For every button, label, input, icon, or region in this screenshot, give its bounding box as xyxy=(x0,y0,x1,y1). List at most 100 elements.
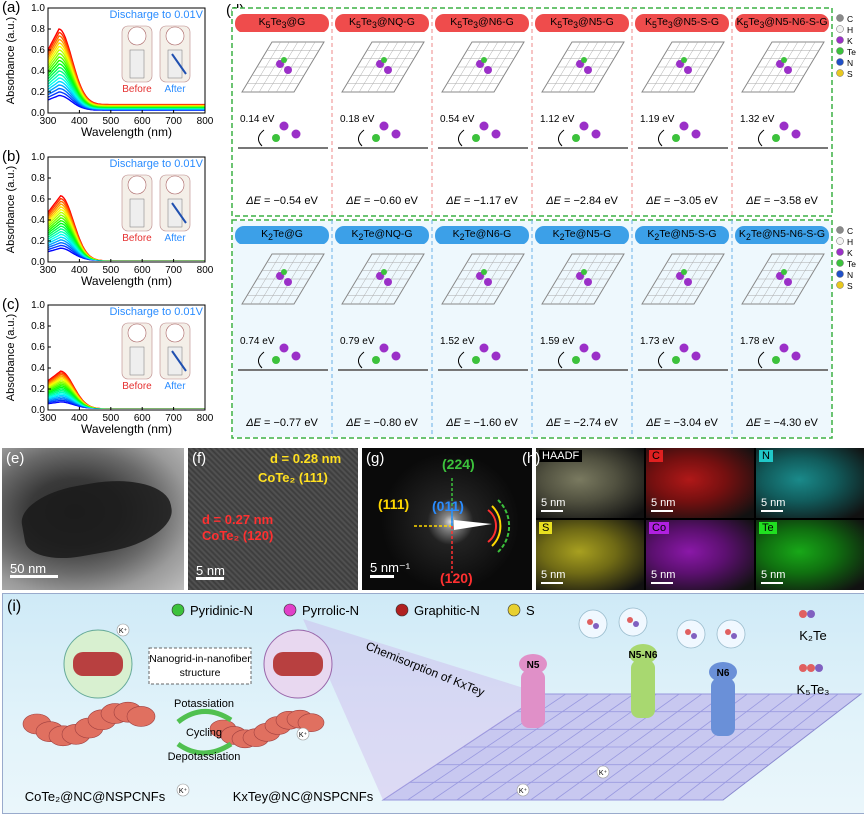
arrow-curve xyxy=(758,129,765,147)
legend-text: C xyxy=(847,14,853,24)
legend-dot xyxy=(283,603,297,617)
cluster-atom xyxy=(587,619,593,625)
legend-swatch xyxy=(836,58,844,66)
panel-label-h: (h) xyxy=(522,450,541,467)
legend-label: S xyxy=(526,603,535,618)
k-atom xyxy=(379,343,389,353)
x-tick-label: 700 xyxy=(165,413,182,424)
legend-swatch xyxy=(836,226,844,234)
discharge-label: Discharge to 0.01V xyxy=(109,158,203,170)
barrier-label: 0.74 eV xyxy=(240,336,275,347)
te-atom xyxy=(672,134,680,142)
te-atom xyxy=(281,57,287,63)
electrode-wire xyxy=(171,53,187,75)
structure-name-pill: K5Te3@N5-S-G xyxy=(635,14,729,32)
y-tick-label: 0.6 xyxy=(31,194,45,205)
character-label: N5-N6 xyxy=(629,650,658,661)
y-axis-label: Absorbance (a.u.) xyxy=(5,166,17,253)
y-tick-label: 0.6 xyxy=(31,342,45,353)
saed-120: (120) xyxy=(440,570,473,586)
scalebar-h xyxy=(651,510,673,512)
dft-cell: K5Te3@G 0.14 eV ΔE = −0.54 eV xyxy=(235,14,329,207)
k-atom xyxy=(579,343,589,353)
k-atom xyxy=(591,129,601,139)
after-label: After xyxy=(164,84,186,95)
legend-label: Pyridinic-N xyxy=(190,603,253,618)
te-atom xyxy=(581,269,587,275)
y-tick-label: 0.8 xyxy=(31,24,45,35)
k-atom xyxy=(591,351,601,361)
y-tick-label: 0.4 xyxy=(31,363,45,374)
arrow-curve xyxy=(358,129,365,147)
legend-swatch xyxy=(836,69,844,77)
k-atom xyxy=(791,129,801,139)
structure-name: K5Te3@N5-N6-S-G xyxy=(735,14,829,32)
te-atom xyxy=(681,269,687,275)
legend-swatch xyxy=(836,47,844,55)
character-hat xyxy=(629,644,657,664)
k-ion-label: K⁺ xyxy=(119,628,128,635)
cluster-bubble xyxy=(578,609,608,639)
dft-cell: K5Te3@N6-G 0.54 eV ΔE = −1.17 eV xyxy=(431,8,529,216)
x-tick-label: 500 xyxy=(102,413,119,424)
discharge-label: Discharge to 0.01V xyxy=(109,306,203,318)
barrier-label: 0.14 eV xyxy=(240,114,275,125)
potassiation-label: Potassiation xyxy=(174,698,234,710)
y-axis-label: Absorbance (a.u.) xyxy=(5,17,17,104)
eds-maps-h: HAADF 5 nm C 5 nm N 5 nm S 5 nm Co 5 nm Te 5 nm (h) xyxy=(522,448,864,590)
arrow-curve xyxy=(358,351,365,369)
te-atom xyxy=(281,269,287,275)
x-tick-label: 300 xyxy=(40,265,57,276)
te-atom xyxy=(681,57,687,63)
k-atom xyxy=(284,66,292,74)
delta-e-label: ΔE = −2.84 eV xyxy=(545,195,618,207)
vial-body xyxy=(129,198,145,228)
discharge-label: Discharge to 0.01V xyxy=(109,9,203,21)
dft-cell: K2Te@N5-S-G 1.73 eV ΔE = −3.04 eV xyxy=(631,220,729,438)
structure-name: K5Te3@N5-S-G xyxy=(635,14,729,32)
y-tick-label: 1.0 xyxy=(31,300,45,311)
structure-name-pill: K2Te@N5-N6-S-G xyxy=(735,226,829,244)
legend-label: Graphitic-N xyxy=(414,603,480,618)
y-tick-label: 1.0 xyxy=(31,3,45,14)
fiber-segment xyxy=(126,706,156,727)
k-atom xyxy=(691,129,701,139)
x-axis-label: Wavelength (nm) xyxy=(81,125,172,139)
scalebar-h xyxy=(761,510,783,512)
x-tick-label: 600 xyxy=(134,116,151,127)
site-character: N5 xyxy=(519,654,547,728)
structure-name: K5Te3@NQ-G xyxy=(335,14,429,32)
k-ion-label: K⁺ xyxy=(299,732,308,739)
k-ion xyxy=(296,727,310,741)
k-atom xyxy=(784,66,792,74)
k2te-cluster xyxy=(807,610,815,618)
te-atom xyxy=(781,269,787,275)
nanogrid-box xyxy=(148,647,252,685)
x-tick-label: 800 xyxy=(197,265,214,276)
x-tick-label: 400 xyxy=(71,116,88,127)
te-atom xyxy=(781,57,787,63)
panel-label-i: (i) xyxy=(7,598,22,615)
eds-map-n: N 5 nm xyxy=(756,448,864,518)
dft-cell: K5Te3@N5-S-G 1.19 eV ΔE = −3.05 eV xyxy=(631,8,729,216)
dft-cell: K2Te@N5-G 1.59 eV ΔE = −2.74 eV xyxy=(531,220,629,438)
y-tick-label: 0.0 xyxy=(31,108,45,119)
vial-cap xyxy=(127,323,147,343)
barrier-label: 1.12 eV xyxy=(540,114,575,125)
legend-text: S xyxy=(847,69,853,79)
vial-body xyxy=(167,198,183,228)
te-atom xyxy=(672,356,680,364)
k-atom xyxy=(291,129,301,139)
cluster-atom xyxy=(691,633,697,639)
plot-frame xyxy=(47,304,206,411)
k-atom xyxy=(491,351,501,361)
delta-e-label: ΔE = −3.04 eV xyxy=(645,417,718,429)
k-atom xyxy=(479,343,489,353)
uv-chart-b: (b) 300 400 500 600 700 800 0.0 0.2 0.4 0.6 0.8 1.0 W… xyxy=(2,148,214,288)
eds-map-te: Te 5 nm xyxy=(756,520,864,590)
legend-text: H xyxy=(847,25,853,35)
structure-name: K2Te@N5-N6-S-G xyxy=(735,226,829,244)
delta-e-label: ΔE = −3.58 eV xyxy=(745,195,818,207)
k-atom xyxy=(291,351,301,361)
